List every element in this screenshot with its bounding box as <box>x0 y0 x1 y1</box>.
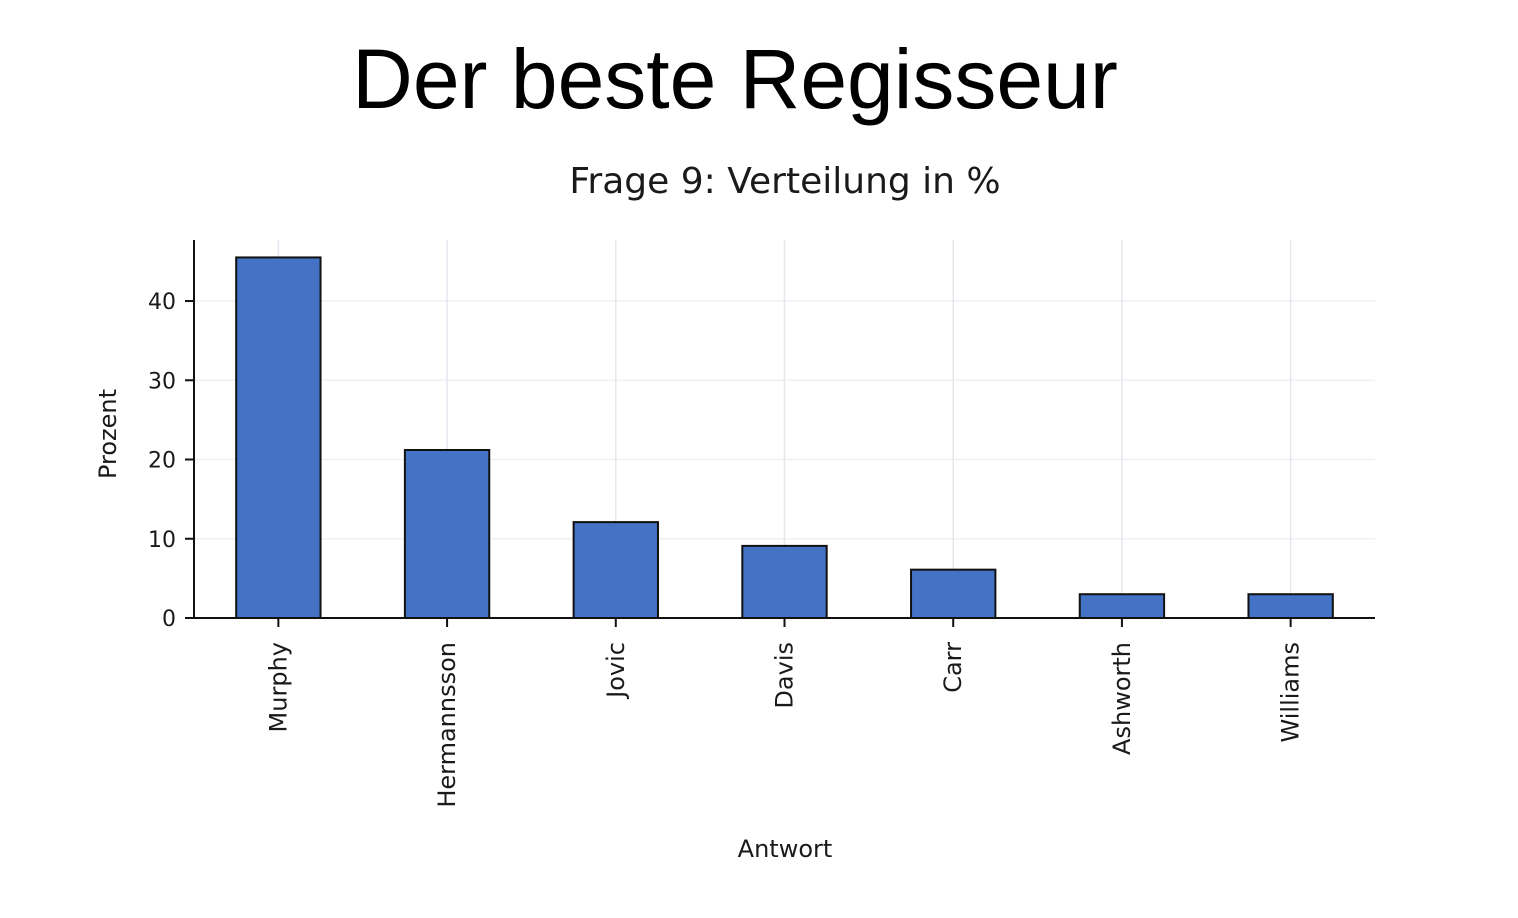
y-tick-label: 20 <box>148 449 176 474</box>
x-tick-label: Davis <box>771 642 799 709</box>
x-tick-label: Jovic <box>602 642 630 700</box>
bar-ashworth <box>1078 593 1166 620</box>
y-tick-labels: 0 10 20 30 40 <box>148 290 176 632</box>
slide-title: Der beste Regisseur <box>352 32 1118 126</box>
bar-jovic <box>572 521 659 620</box>
x-tick-label: Williams <box>1277 642 1305 742</box>
y-tick-label: 10 <box>148 528 176 553</box>
x-axis-label: Antwort <box>738 835 833 863</box>
grid-lines <box>194 240 1375 618</box>
bar-hermannsson <box>403 449 491 619</box>
chart-title: Frage 9: Verteilung in % <box>569 161 1000 202</box>
y-tick-label: 0 <box>162 607 176 632</box>
y-axis-label: Prozent <box>94 389 122 479</box>
bar-davis <box>741 544 828 619</box>
x-tick-labels: Murphy Hermannsson Jovic Davis Carr Ashworth W… <box>264 642 1304 808</box>
bar-murphy <box>235 256 322 619</box>
x-tick-label: Hermannsson <box>433 642 461 808</box>
y-tick-label: 40 <box>148 290 176 315</box>
bar-carr <box>910 568 997 620</box>
bars <box>235 256 1334 620</box>
bar-williams <box>1247 593 1334 620</box>
x-tick-label: Carr <box>939 642 967 693</box>
x-tick-label: Murphy <box>264 642 292 732</box>
x-tick-label: Ashworth <box>1108 642 1136 755</box>
axes <box>185 240 1375 627</box>
y-tick-label: 30 <box>148 369 176 394</box>
